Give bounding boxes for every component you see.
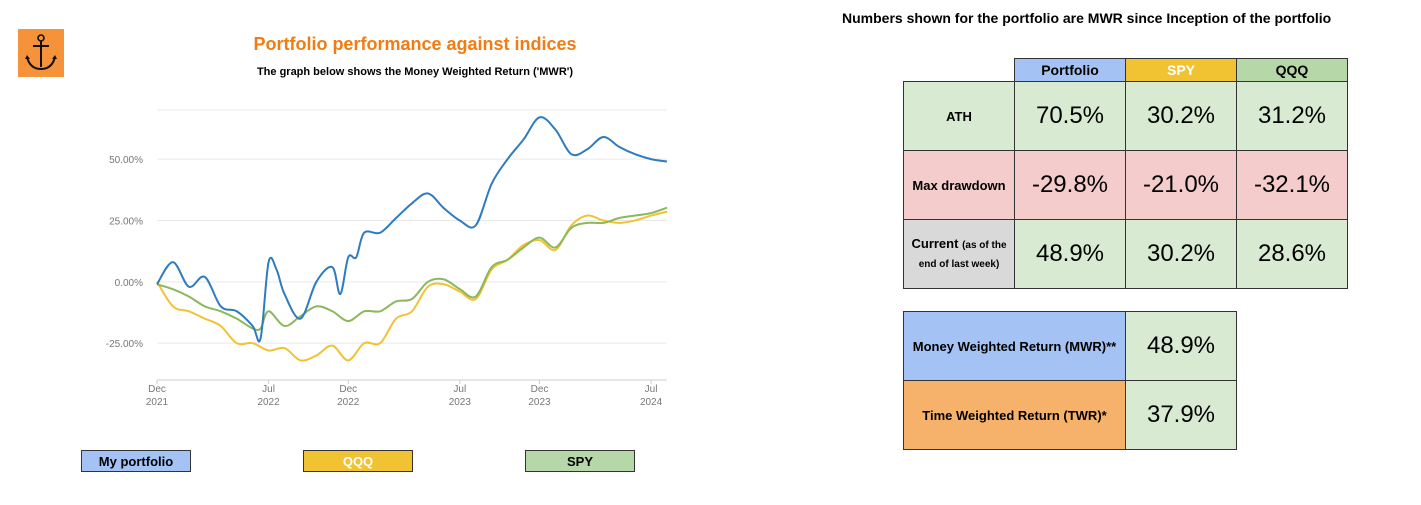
legend-qqq: QQQ (303, 450, 413, 472)
x-tick-label: Jul (645, 384, 658, 395)
ath-spy: 30.2% (1125, 81, 1237, 151)
current-spy: 30.2% (1125, 219, 1237, 289)
y-tick-label: 50.00% (109, 155, 143, 166)
drawdown-qqq: -32.1% (1236, 150, 1348, 220)
row-max-drawdown: Max drawdown -29.8% -21.0% -32.1% (903, 150, 1348, 220)
x-tick-label: Jul (262, 384, 275, 395)
col-spy: SPY (1125, 58, 1237, 82)
x-tick-label: 2022 (337, 397, 360, 408)
col-qqq: QQQ (1236, 58, 1348, 82)
drawdown-portfolio: -29.8% (1014, 150, 1126, 220)
legend-spy: SPY (525, 450, 635, 472)
x-tick-label: Dec (339, 384, 357, 395)
series-line-spy (156, 206, 668, 332)
y-tick-label: 0.00% (115, 278, 143, 289)
mwr-note: Numbers shown for the portfolio are MWR … (842, 10, 1332, 26)
row-twr: Time Weighted Return (TWR)* 37.9% (903, 380, 1237, 450)
x-tick-label: 2024 (640, 397, 663, 408)
x-tick-label: 2022 (257, 397, 280, 408)
x-tick-label: Dec (531, 384, 549, 395)
x-tick-label: Dec (148, 384, 166, 395)
x-tick-label: Jul (453, 384, 466, 395)
current-portfolio: 48.9% (1014, 219, 1126, 289)
chart-title: Portfolio performance against indices (253, 34, 577, 54)
drawdown-spy: -21.0% (1125, 150, 1237, 220)
twr-value: 37.9% (1125, 380, 1237, 450)
ath-qqq: 31.2% (1236, 81, 1348, 151)
series-line-qqq (156, 210, 668, 362)
anchor-icon (25, 34, 57, 71)
row-mwr: Money Weighted Return (MWR)** 48.9% (903, 311, 1237, 381)
performance-line-chart: -25.00% 0.00% 25.00% 50.00% Dec 2021 Jul 2022 De… (106, 109, 668, 408)
current-qqq: 28.6% (1236, 219, 1348, 289)
chart-subtitle: The graph below shows the Money Weighted… (256, 66, 574, 78)
y-tick-label: -25.00% (106, 339, 143, 350)
current-label: Current (911, 236, 959, 251)
y-tick-label: 25.00% (109, 216, 143, 227)
returns-table: Money Weighted Return (MWR)** 48.9% Time… (903, 311, 1237, 450)
stats-table: Portfolio SPY QQQ ATH 70.5% 30.2% 31.2% … (903, 58, 1348, 289)
legend-my-portfolio: My portfolio (81, 450, 191, 472)
mwr-value: 48.9% (1125, 311, 1237, 381)
row-ath: ATH 70.5% 30.2% 31.2% (903, 81, 1348, 151)
ath-portfolio: 70.5% (1014, 81, 1126, 151)
mwr-label: Money Weighted Return (MWR)** (903, 311, 1126, 381)
twr-label: Time Weighted Return (TWR)* (903, 380, 1126, 450)
x-tick-label: 2021 (146, 397, 169, 408)
stats-header-row: Portfolio SPY QQQ (903, 58, 1348, 82)
series-line-my-portfolio (156, 116, 668, 343)
row-current: Current (as of the end of last week) 48.… (903, 219, 1348, 289)
current-label-note: (as of the end of last week) (918, 240, 1007, 270)
row-label-current: Current (as of the end of last week) (903, 219, 1015, 289)
col-portfolio: Portfolio (1014, 58, 1126, 82)
logo (18, 29, 64, 77)
stats-corner (903, 58, 1015, 82)
x-tick-label: 2023 (449, 397, 472, 408)
x-tick-label: 2023 (528, 397, 551, 408)
row-label-max-drawdown: Max drawdown (903, 150, 1015, 220)
row-label-ath: ATH (903, 81, 1015, 151)
